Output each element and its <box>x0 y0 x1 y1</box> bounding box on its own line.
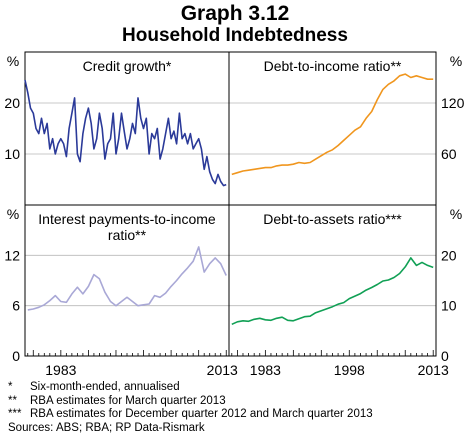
y-unit-label: % <box>7 206 19 222</box>
y-tick-label: 10 <box>4 146 20 162</box>
plot-frame <box>24 51 437 357</box>
y-tick-label: 0 <box>12 348 20 364</box>
y-tick-label: 20 <box>4 95 20 111</box>
footnotes: * Six-month-ended, annualised ** RBA estim… <box>8 381 373 435</box>
series-line <box>24 79 227 187</box>
footnote-text: RBA estimates for December quarter 2012 … <box>30 408 373 420</box>
footnote-2: ** RBA estimates for March quarter 2013 <box>8 395 373 409</box>
x-tick-label: 2013 <box>418 362 449 378</box>
panel-title: Credit growth* <box>83 58 172 74</box>
footnote-marker: *** <box>8 408 22 420</box>
y-tick-label: 12 <box>4 247 20 263</box>
y-tick-label: 20 <box>441 247 457 263</box>
chart-subtitle: Household Indebtedness <box>122 25 348 46</box>
sources-note: Sources: ABS; RBA; RP Data-Rismark <box>8 421 205 434</box>
series-line <box>27 246 227 311</box>
footnote-text: Six-month-ended, annualised <box>30 381 180 393</box>
y-tick-label: 10 <box>441 298 457 314</box>
x-tick-label: 2013 <box>207 362 238 378</box>
panel-title: Interest payments-to-income <box>38 211 216 227</box>
y-tick-label: 60 <box>441 146 457 162</box>
y-tick-label: 0 <box>441 348 449 364</box>
footnote-3: *** RBA estimates for December quarter 20… <box>8 408 373 422</box>
panel-title: Debt-to-assets ratio*** <box>263 211 402 227</box>
y-tick-label: 6 <box>12 298 20 314</box>
y-tick-label: 120 <box>441 95 465 111</box>
footnote-marker: * <box>8 381 13 393</box>
y-unit-label: % <box>7 53 19 69</box>
footnote-text: RBA estimates for March quarter 2013 <box>30 394 226 407</box>
footnote-1: * Six-month-ended, annualised <box>8 381 373 395</box>
footnote-marker: ** <box>8 394 17 407</box>
panel-title: ratio** <box>108 227 147 243</box>
x-tick-label: 1983 <box>250 362 281 378</box>
x-tick-label: 1983 <box>45 362 76 378</box>
x-tick-label: 1998 <box>334 362 365 378</box>
series-line <box>231 73 434 176</box>
panel-title: Debt-to-income ratio** <box>264 58 402 74</box>
y-unit-label: % <box>450 53 462 69</box>
y-unit-label: % <box>450 206 462 222</box>
series-line <box>231 257 434 326</box>
chart-title: Graph 3.12 <box>180 2 290 25</box>
